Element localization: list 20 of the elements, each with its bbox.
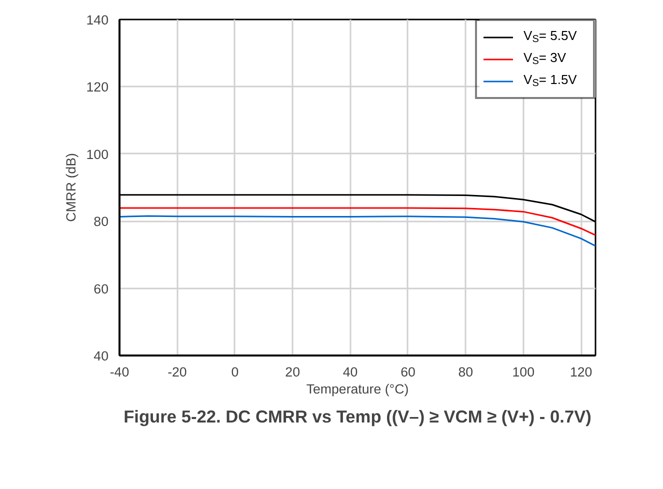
y-tick-label: 140	[86, 12, 109, 28]
line-series	[120, 207, 596, 236]
x-tick-label: 120	[570, 364, 592, 380]
x-tick-label: 20	[285, 364, 300, 380]
y-axis-title: CMRR (dB)	[63, 153, 78, 222]
y-tick-label: 40	[94, 348, 109, 364]
y-tick-label: 100	[86, 146, 109, 162]
text: Figure 5-22. DC CMRR vs Temp ((V–) ≥ VCM ≥ (V+) - 0.7V)	[124, 406, 592, 426]
x-tick-label: 60	[400, 364, 416, 380]
x-tick-label: 80	[458, 364, 474, 380]
y-tick-label: 80	[94, 214, 109, 230]
x-tick-label: 40	[342, 364, 358, 380]
x-tick-label: -20	[168, 364, 187, 380]
x-tick-label: 0	[231, 364, 239, 380]
y-tick-label: 120	[86, 80, 109, 95]
x-tick-label: -40	[110, 364, 130, 380]
y-tick-label: 60	[94, 281, 109, 296]
line-series	[120, 215, 596, 247]
x-tick-label: 100	[512, 364, 535, 380]
x-axis-title: Temperature (°C)	[306, 382, 409, 396]
